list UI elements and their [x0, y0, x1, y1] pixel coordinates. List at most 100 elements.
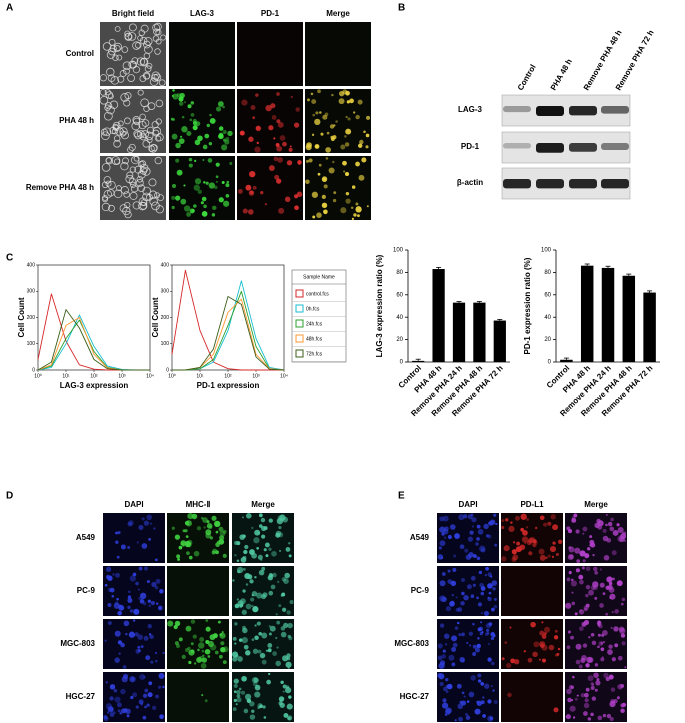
cell	[124, 117, 131, 125]
cell	[588, 589, 594, 596]
cell	[139, 599, 145, 604]
cell	[219, 654, 223, 659]
cell	[571, 601, 576, 606]
cell	[278, 549, 282, 552]
image-bg	[103, 619, 165, 669]
label: PC-9	[411, 586, 430, 595]
cell	[605, 523, 608, 527]
micrograph	[167, 619, 229, 669]
cell	[456, 683, 462, 689]
cell	[590, 682, 594, 686]
cell	[154, 48, 161, 55]
cell	[442, 686, 448, 692]
cell	[154, 192, 160, 199]
cell	[294, 194, 299, 199]
cell	[521, 517, 524, 520]
cell	[355, 202, 359, 206]
cell	[441, 572, 446, 576]
cell	[276, 517, 284, 525]
cell	[576, 694, 579, 697]
cell	[480, 700, 485, 705]
cell	[582, 559, 586, 563]
cell	[464, 548, 469, 553]
x-tick-label: 10²	[224, 373, 232, 379]
cell	[209, 113, 212, 117]
cell	[220, 647, 226, 653]
cell	[215, 106, 222, 112]
cell	[190, 619, 196, 624]
cell	[254, 576, 257, 579]
cell	[520, 513, 527, 520]
cell	[355, 206, 362, 213]
cell	[155, 602, 159, 605]
cell	[115, 185, 122, 192]
cell	[254, 684, 261, 691]
micrograph	[99, 88, 166, 154]
cell	[320, 132, 324, 136]
image-bg	[169, 156, 235, 220]
y-tick-label: 300	[161, 289, 170, 295]
cell	[114, 601, 119, 606]
cell	[136, 57, 146, 66]
y-tick-label: 0	[32, 367, 35, 373]
cell	[490, 661, 495, 666]
cell	[567, 697, 572, 703]
y-axis-title: PD-1 expression ratio (%)	[523, 257, 532, 354]
cell	[593, 672, 599, 679]
cell	[323, 209, 328, 215]
cell	[203, 204, 207, 209]
cell	[568, 571, 572, 575]
cell	[135, 581, 139, 586]
cell	[490, 684, 493, 688]
cell	[190, 649, 195, 654]
cell	[283, 712, 289, 718]
cell	[268, 125, 274, 131]
cell	[528, 537, 534, 544]
cell	[160, 34, 167, 41]
cell	[263, 526, 268, 531]
cell	[115, 572, 120, 578]
cell	[222, 129, 227, 135]
cell	[188, 555, 193, 560]
band	[601, 179, 629, 189]
cell	[155, 205, 164, 214]
cell	[453, 554, 457, 558]
cell	[110, 76, 120, 85]
cell	[477, 637, 480, 640]
cell	[620, 703, 625, 708]
cell	[200, 662, 207, 669]
cell	[268, 632, 272, 636]
cell	[261, 534, 266, 539]
cell	[118, 652, 121, 655]
cell	[568, 546, 572, 550]
cell	[261, 659, 267, 665]
cell	[468, 691, 475, 698]
cell	[218, 126, 224, 131]
cell	[467, 536, 474, 542]
cell	[465, 715, 471, 720]
cell	[202, 144, 208, 150]
cell	[311, 99, 317, 105]
cell	[146, 514, 152, 520]
cell	[244, 693, 252, 701]
cell	[172, 93, 179, 100]
cell	[132, 619, 136, 622]
cell	[214, 650, 219, 655]
cell	[190, 113, 195, 117]
cell	[106, 711, 110, 714]
micrograph	[565, 513, 627, 563]
cell	[146, 126, 154, 134]
cell	[338, 98, 345, 105]
label: MHC-Ⅱ	[186, 500, 211, 509]
cell	[608, 674, 614, 680]
cell	[583, 607, 588, 612]
cell	[488, 622, 493, 627]
cell	[240, 690, 246, 695]
cell	[285, 661, 292, 668]
y-tick-label: 200	[27, 315, 36, 321]
cell	[99, 96, 109, 105]
cell	[215, 162, 220, 167]
cell	[350, 206, 354, 210]
cell	[132, 116, 141, 124]
cell	[597, 633, 601, 637]
